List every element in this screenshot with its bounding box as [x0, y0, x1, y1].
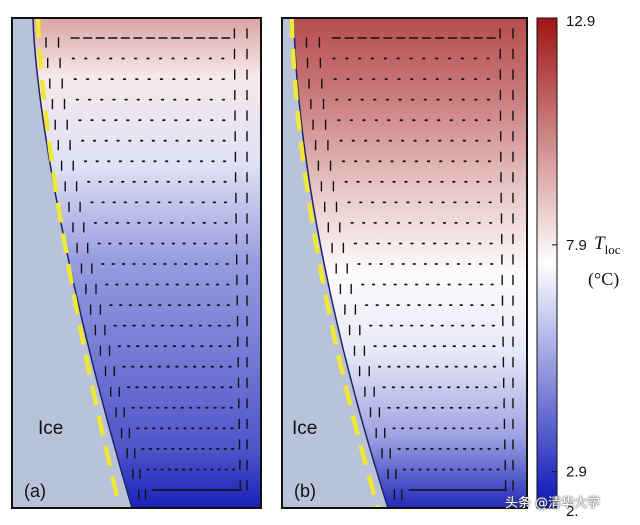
panel-b-frame	[281, 17, 528, 509]
colorbar-tick-label: 7.9	[566, 237, 587, 254]
velocity-arrows-b	[305, 28, 514, 500]
colorbar-title-subscript: loc	[605, 242, 621, 257]
panel-tag-a: (a)	[24, 481, 46, 501]
panel-b: Ice (b)	[281, 17, 528, 509]
colorbar-bottom-label: 2.	[566, 503, 579, 520]
colorbar-tick-label: 12.9	[566, 13, 595, 30]
colorbar-unit: (°C)	[588, 269, 619, 290]
boundary-layer-curve-b	[289, 18, 381, 508]
ice-region-b	[282, 18, 388, 508]
colorbar-ticks: 12.9 7.9 2.9	[552, 13, 595, 481]
panel-a: Ice (a)	[11, 17, 262, 509]
colorbar-title-symbol: T	[594, 233, 606, 254]
ice-water-interface-a	[32, 18, 133, 508]
ice-water-interface-b	[293, 18, 389, 508]
colorbar-gradient	[536, 17, 558, 509]
boundary-layer-curve-a	[35, 18, 123, 508]
panel-a-frame	[11, 17, 262, 509]
colorbar-title: Tloc	[594, 233, 621, 257]
ice-label-b: Ice	[292, 418, 317, 439]
ice-label-a: Ice	[38, 418, 63, 439]
colorbar: 12.9 7.9 2.9 Tloc (°C) 2.	[536, 13, 621, 520]
panel-tag-b: (b)	[294, 481, 316, 501]
watermark: 头条 @清华大学	[505, 496, 601, 511]
velocity-arrows-a	[45, 28, 248, 500]
colorbar-tick-label: 2.9	[566, 464, 587, 481]
ice-region-a	[12, 18, 132, 508]
